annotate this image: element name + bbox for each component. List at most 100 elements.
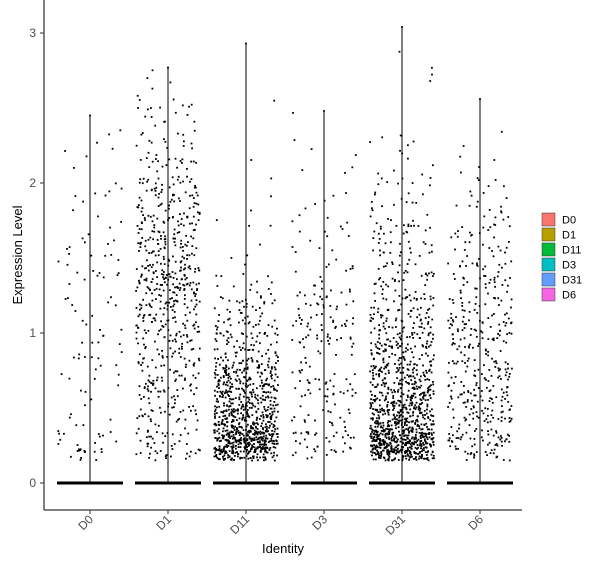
data-point — [144, 239, 147, 242]
data-point — [466, 400, 469, 403]
data-point — [244, 316, 247, 319]
data-point — [81, 237, 84, 240]
data-point — [164, 209, 167, 212]
data-point — [239, 442, 242, 444]
data-point — [383, 441, 385, 444]
data-point — [416, 373, 418, 376]
data-point — [231, 385, 234, 388]
data-point — [150, 390, 152, 393]
data-point — [277, 410, 279, 413]
data-point — [232, 444, 235, 447]
data-point — [230, 411, 233, 413]
data-point — [145, 436, 148, 439]
data-point — [228, 400, 231, 403]
data-point — [423, 423, 426, 426]
data-point — [396, 418, 398, 421]
data-point — [140, 210, 143, 213]
data-point — [146, 445, 149, 448]
data-point — [504, 374, 507, 377]
data-point — [173, 311, 176, 313]
data-point — [149, 264, 151, 266]
data-point — [235, 380, 238, 382]
data-point — [379, 441, 381, 444]
data-point — [174, 260, 177, 263]
data-point — [402, 432, 405, 435]
data-point — [271, 374, 273, 376]
data-point — [499, 249, 502, 252]
data-point — [482, 268, 484, 271]
data-point — [222, 415, 225, 418]
data-point — [395, 317, 398, 320]
data-point — [412, 395, 415, 397]
data-point — [411, 201, 414, 204]
data-point — [378, 399, 381, 401]
data-point — [391, 450, 394, 453]
data-point — [371, 402, 374, 404]
data-point — [429, 443, 431, 446]
data-point — [482, 192, 485, 194]
data-point — [391, 352, 393, 355]
data-point — [74, 310, 77, 312]
data-point — [407, 223, 410, 226]
data-point — [250, 448, 252, 450]
data-point — [108, 190, 111, 193]
data-point — [459, 265, 461, 267]
data-point — [471, 262, 474, 265]
data-point — [370, 349, 373, 352]
data-point — [350, 353, 353, 356]
data-point — [429, 295, 432, 298]
legend-label-d0: D0 — [562, 215, 576, 227]
data-point — [234, 351, 237, 354]
data-point — [326, 395, 329, 398]
data-point — [380, 430, 383, 432]
data-point — [157, 205, 160, 207]
data-point — [429, 385, 431, 388]
data-point — [403, 421, 406, 424]
data-point — [184, 314, 187, 316]
data-point — [380, 384, 383, 386]
data-point — [470, 194, 473, 197]
data-point — [147, 415, 150, 418]
data-point — [116, 274, 119, 276]
data-point — [138, 181, 141, 184]
data-point — [456, 430, 459, 433]
data-point — [175, 332, 178, 335]
data-point — [411, 351, 413, 354]
data-point — [269, 400, 272, 402]
data-point — [93, 450, 96, 453]
data-point — [256, 371, 259, 374]
data-point — [171, 309, 174, 311]
data-point — [482, 439, 484, 442]
data-point — [380, 391, 383, 394]
data-point — [329, 316, 332, 319]
data-point — [430, 341, 433, 343]
data-point — [384, 242, 387, 245]
data-point — [298, 314, 300, 317]
data-point — [399, 134, 402, 137]
data-point — [172, 255, 174, 258]
data-point — [413, 438, 416, 441]
data-point — [225, 371, 227, 373]
data-point — [245, 302, 248, 305]
data-point — [249, 383, 252, 386]
data-point — [246, 396, 248, 399]
data-point — [260, 295, 262, 298]
data-point — [488, 209, 491, 211]
data-point — [225, 330, 228, 333]
data-point — [223, 381, 225, 384]
data-point — [461, 320, 464, 323]
data-point — [236, 340, 238, 342]
data-point — [218, 416, 221, 418]
data-point — [498, 323, 501, 326]
data-point — [369, 313, 372, 316]
data-point — [246, 409, 249, 411]
data-point — [427, 316, 430, 319]
data-point — [222, 411, 225, 414]
data-point — [411, 455, 413, 458]
data-point — [397, 450, 400, 453]
data-point — [119, 129, 122, 132]
data-point — [429, 331, 432, 334]
data-point — [293, 139, 296, 141]
data-point — [269, 412, 271, 415]
data-point — [403, 431, 405, 433]
